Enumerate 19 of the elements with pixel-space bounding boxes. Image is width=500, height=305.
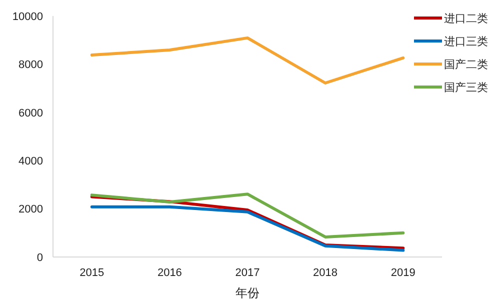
line-series (90, 192, 405, 238)
x-tick-label: 2015 (80, 267, 104, 279)
y-tick-label: 2000 (18, 204, 43, 216)
y-tick-label: 4000 (18, 155, 43, 168)
y-tick-label: 0 (36, 252, 43, 264)
x-tick-label: 2018 (313, 267, 338, 279)
x-tick-label: 2019 (390, 267, 416, 279)
legend-label: 进口二类 (444, 12, 488, 25)
line-series (90, 36, 405, 84)
legend-label: 国产二类 (444, 58, 488, 71)
y-tick-label: 8000 (18, 59, 43, 72)
x-axis-title: 年份 (236, 286, 260, 300)
x-tick-label: 2016 (157, 267, 182, 279)
y-tick-label: 6000 (18, 107, 43, 120)
legend-label: 国产三类 (444, 80, 488, 94)
x-tick-label: 2017 (235, 267, 260, 279)
legend-label: 进口三类 (444, 34, 488, 48)
line-series (90, 205, 405, 252)
y-tick-label: 10000 (12, 10, 43, 23)
